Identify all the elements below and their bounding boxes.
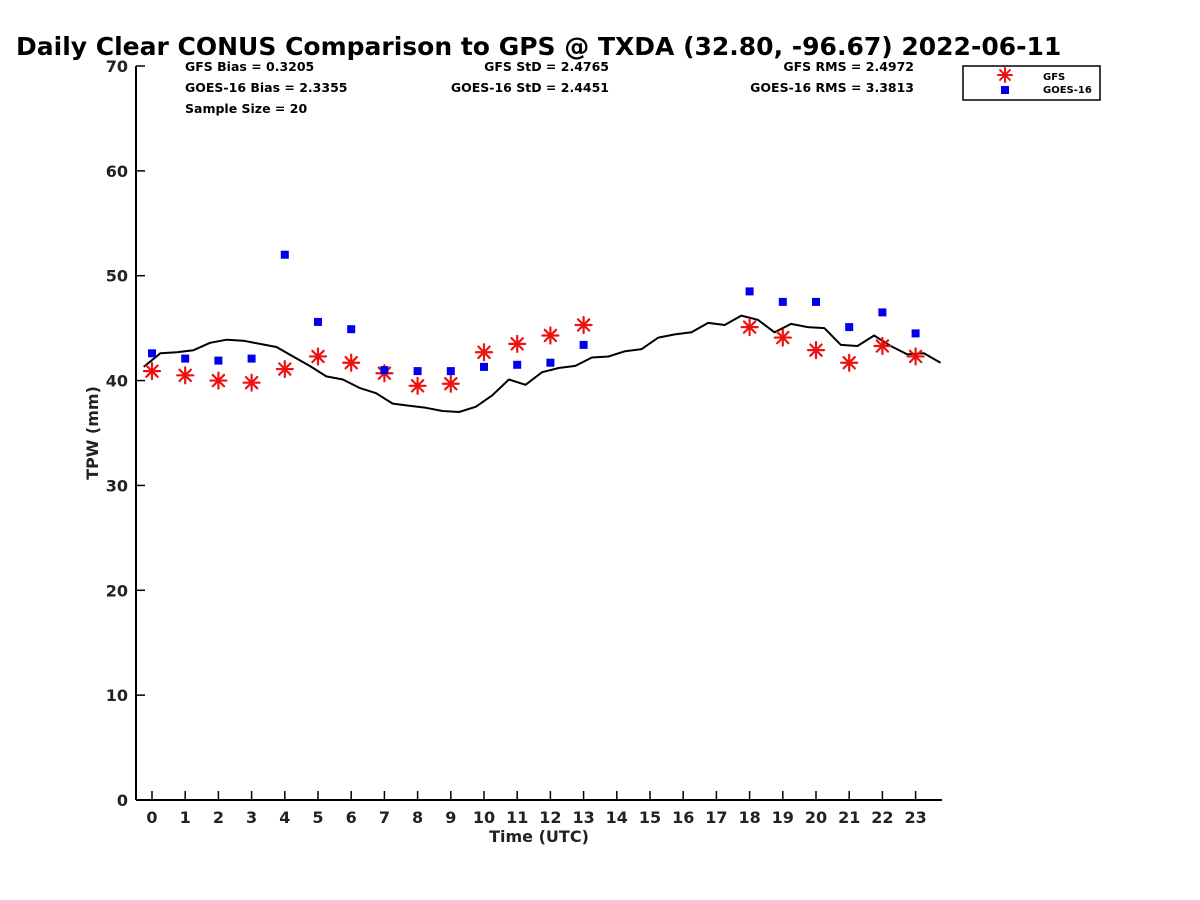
goes-point: [380, 366, 389, 375]
gps-line: [143, 314, 941, 413]
gfs-point: [574, 315, 593, 335]
y-tick-label: 30: [106, 476, 128, 495]
y-axis-ticks: 0 10 20 30 40 50 60 70: [106, 57, 145, 810]
gfs-point: [773, 328, 792, 347]
legend-goes-label: GOES-16: [1043, 85, 1092, 96]
gfs-point: [840, 353, 859, 372]
x-tick-label: 18: [738, 808, 760, 827]
legend-goes-marker: [1001, 86, 1009, 94]
legend-box: [962, 65, 1101, 101]
x-tick-label: 13: [572, 808, 594, 827]
goes-point: [778, 297, 787, 306]
goes-point: [878, 308, 887, 317]
gfs-point: [541, 326, 560, 345]
goes-point: [513, 360, 522, 369]
gfs-point: [209, 371, 228, 390]
stat-gfs-rms: GFS RMS = 2.4972: [783, 59, 914, 74]
stat-goes-bias: GOES-16 Bias = 2.3355: [185, 80, 347, 95]
y-axis-label: TPW (mm): [83, 386, 102, 480]
gfs-point: [408, 376, 427, 395]
stats-panel: GFS Bias = 0.3205 GOES-16 Bias = 2.3355 …: [185, 59, 914, 116]
x-tick-label: 3: [246, 808, 257, 827]
x-tick-label: 6: [346, 808, 357, 827]
x-tick-label: 11: [506, 808, 528, 827]
goes-point: [579, 340, 588, 349]
gfs-point: [740, 317, 759, 337]
stat-goes-std: GOES-16 StD = 2.4451: [451, 80, 609, 95]
gfs-point: [508, 334, 527, 353]
legend-gfs-label: GFS: [1043, 72, 1065, 83]
goes-point: [413, 367, 422, 376]
x-tick-label: 10: [473, 808, 495, 827]
goes-point: [480, 362, 488, 371]
y-tick-label: 40: [106, 372, 128, 391]
gfs-point: [308, 347, 328, 366]
x-tick-label: 7: [379, 808, 390, 827]
legend-gfs-asterisk: [997, 67, 1013, 83]
goes-point: [911, 329, 920, 338]
x-tick-label: 22: [871, 808, 893, 827]
gfs-point: [806, 341, 826, 360]
gfs-point: [342, 353, 361, 372]
goes-point: [214, 356, 223, 365]
legend-gfs-marker: [997, 67, 1013, 83]
goes-point: [446, 367, 455, 376]
y-tick-label: 20: [106, 581, 128, 600]
gfs-point: [906, 347, 925, 366]
gfs-point: [242, 373, 261, 392]
x-axis-label: Time (UTC): [489, 827, 589, 846]
stat-gfs-std: GFS StD = 2.4765: [484, 59, 609, 74]
goes-point: [812, 297, 820, 306]
x-tick-label: 20: [805, 808, 827, 827]
stat-goes-rms: GOES-16 RMS = 3.3813: [750, 80, 914, 95]
stat-gfs-bias: GFS Bias = 0.3205: [185, 59, 314, 74]
y-tick-label: 70: [106, 57, 128, 76]
goes-point: [546, 358, 555, 367]
x-tick-label: 23: [904, 808, 926, 827]
x-tick-label: 5: [312, 808, 323, 827]
series-layer: [142, 250, 941, 413]
chart-title: Daily Clear CONUS Comparison to GPS @ TX…: [16, 32, 1061, 61]
goes-point: [745, 287, 754, 296]
goes-point: [845, 323, 854, 332]
x-tick-label: 16: [672, 808, 694, 827]
goes-point: [280, 250, 289, 259]
x-tick-label: 2: [213, 808, 224, 827]
x-tick-label: 8: [412, 808, 423, 827]
goes-point: [181, 354, 190, 363]
x-tick-label: 14: [606, 808, 628, 827]
gfs-point: [275, 359, 294, 379]
y-tick-label: 0: [117, 791, 128, 810]
x-tick-label: 4: [279, 808, 290, 827]
goes-point: [347, 325, 356, 334]
x-tick-label: 21: [838, 808, 860, 827]
legend: GFS GOES-16: [962, 65, 1101, 101]
stat-sample-size: Sample Size = 20: [185, 101, 307, 116]
x-tick-label: 1: [180, 808, 191, 827]
y-tick-label: 60: [106, 162, 128, 181]
y-tick-label: 10: [106, 686, 128, 705]
x-tick-label: 19: [772, 808, 794, 827]
x-tick-label: 9: [445, 808, 456, 827]
x-tick-label: 15: [639, 808, 661, 827]
goes-point: [247, 354, 256, 363]
gfs-point: [142, 362, 162, 381]
x-tick-label: 12: [539, 808, 561, 827]
goes-point: [148, 349, 156, 358]
x-tick-label: 0: [146, 808, 157, 827]
x-axis-ticks: 0 1 2 3 4 5 6 7 8 9 10 11 12 13 14 15 16 17 18 19 20 21 22 23: [146, 791, 927, 827]
gfs-point: [441, 374, 460, 393]
gfs-point: [474, 343, 494, 362]
y-tick-label: 50: [106, 267, 128, 286]
gfs-point: [176, 366, 195, 385]
x-tick-label: 17: [705, 808, 727, 827]
goes-point: [314, 317, 322, 326]
gfs-point: [873, 336, 892, 356]
